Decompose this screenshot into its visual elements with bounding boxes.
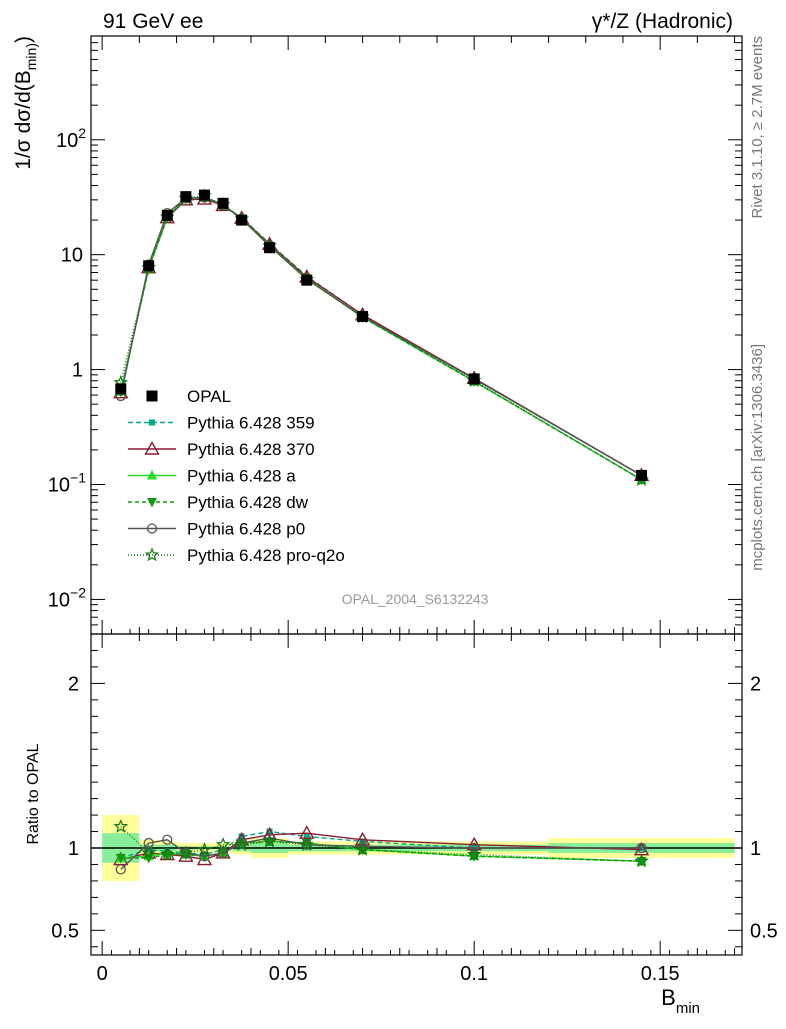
legend-label: Pythia 6.428 a xyxy=(187,467,296,486)
legend-marker xyxy=(146,390,158,402)
ratio-point-pythia-6-428-359 xyxy=(145,846,152,853)
legend-entry-pythia-6-428-359: Pythia 6.428 359 xyxy=(128,414,315,433)
series-pythia-6-428-p0 xyxy=(115,192,647,481)
ratio-frame xyxy=(90,633,743,956)
legend-marker xyxy=(144,547,160,562)
ratio-point-pythia-6-428-pro-q2o xyxy=(141,845,156,860)
legend-entry-pythia-6-428-pro-q2o: Pythia 6.428 pro-q2o xyxy=(128,546,345,565)
legend-marker xyxy=(146,523,158,534)
y-tick-label-main: 10−2 xyxy=(48,584,86,611)
y-tick-label-main: 102 xyxy=(56,125,86,152)
ratio-point-pythia-6-428-p0 xyxy=(115,864,126,875)
ratio-point-pythia-6-428-pro-q2o xyxy=(634,853,649,868)
x-tick-label: 0.15 xyxy=(641,963,680,985)
ratio-point-pythia-6-428-p0 xyxy=(469,842,480,854)
ratio-point-pythia-6-428-p0 xyxy=(357,841,368,852)
data-point-opal xyxy=(180,191,192,203)
ratio-point-pythia-6-428-pro-q2o xyxy=(178,845,194,860)
data-point-opal xyxy=(143,260,155,272)
legend-label: Pythia 6.428 370 xyxy=(187,440,315,459)
ratio-point-pythia-6-428-pro-q2o xyxy=(466,846,482,861)
legend-entry-pythia-6-428-p0: Pythia 6.428 p0 xyxy=(128,520,305,539)
ratio-point-pythia-6-428-pro-q2o xyxy=(197,841,212,856)
legend-label: OPAL xyxy=(187,387,231,406)
y-tick-label-main: 10 xyxy=(61,245,83,267)
ratio-point-pythia-6-428-p0 xyxy=(636,842,647,854)
header-left: 91 GeV ee xyxy=(103,10,203,33)
ratio-point-pythia-6-428-pro-q2o xyxy=(113,818,129,833)
x-tick-label: 0.05 xyxy=(269,963,308,985)
x-axis-label: Bmin xyxy=(661,985,700,1017)
analysis-watermark: OPAL_2004_S6132243 xyxy=(342,591,489,607)
data-point-opal xyxy=(264,242,276,254)
side-label-rivet: Rivet 3.1.10, ≥ 2.7M events xyxy=(749,36,766,219)
legend-entry-opal: OPAL xyxy=(146,387,231,406)
legend-label: Pythia 6.428 dw xyxy=(187,493,309,512)
series-line-pythia-6-428-a xyxy=(120,196,642,481)
data-point-opal xyxy=(357,310,369,322)
data-point-opal xyxy=(301,274,313,286)
ratio-point-pythia-6-428-pro-q2o xyxy=(262,833,277,848)
legend-marker xyxy=(147,498,157,508)
legend-marker xyxy=(147,470,157,480)
data-point-opal xyxy=(236,214,248,226)
y-tick-label-main: 10−1 xyxy=(48,470,86,497)
legend-marker xyxy=(144,441,160,455)
y-tick-label-ratio-right: 1 xyxy=(750,838,761,860)
header-right: γ*/Z (Hadronic) xyxy=(592,10,733,33)
y-axis-label-main: 1/σ dσ/d(Bmin)) xyxy=(12,36,39,170)
series-opal xyxy=(115,189,648,481)
legend-entry-pythia-6-428-dw: Pythia 6.428 dw xyxy=(128,493,309,512)
series-line-pythia-6-428-pro-q2o xyxy=(120,195,642,481)
legend-label: Pythia 6.428 359 xyxy=(187,414,315,433)
ratio-point-pythia-6-428-p0 xyxy=(162,834,173,845)
ratio-point-pythia-6-428-p0 xyxy=(217,847,229,859)
ratio-line-pythia-6-428-pro-q2o xyxy=(120,826,642,862)
ratio-point-pythia-6-428-359 xyxy=(266,828,273,835)
ratio-point-pythia-6-428-dw xyxy=(199,852,210,862)
data-point-opal xyxy=(115,383,127,395)
ratio-point-pythia-6-428-dw xyxy=(115,853,126,864)
y-tick-label-ratio: 0.5 xyxy=(51,920,79,942)
series-line-pythia-6-428-dw xyxy=(120,196,642,481)
main-frame xyxy=(90,35,743,635)
ratio-point-pythia-6-428-359 xyxy=(303,833,310,840)
legend-entry-pythia-6-428-a: Pythia 6.428 a xyxy=(128,467,296,486)
data-point-opal xyxy=(468,373,480,385)
y-axis-label-ratio: Ratio to OPAL xyxy=(25,743,42,844)
ratio-point-pythia-6-428-dw xyxy=(143,853,154,864)
data-point-opal xyxy=(636,469,648,481)
y-tick-label-ratio: 2 xyxy=(68,673,79,695)
data-point-opal xyxy=(198,189,210,201)
ratio-point-pythia-6-428-pro-q2o xyxy=(160,846,175,861)
data-point-opal xyxy=(217,197,229,209)
ratio-line-pythia-6-428-p0 xyxy=(120,837,642,870)
ratio-series-pythia-6-428-pro-q2o xyxy=(113,818,649,868)
ratio-point-pythia-6-428-p0 xyxy=(264,832,275,844)
y-tick-label-main: 1 xyxy=(72,360,83,382)
data-point-opal xyxy=(161,209,173,221)
legend-entry-pythia-6-428-370: Pythia 6.428 370 xyxy=(128,440,315,459)
ratio-point-pythia-6-428-359 xyxy=(238,833,245,840)
ratio-point-pythia-6-428-pro-q2o xyxy=(234,837,249,851)
ratio-point-pythia-6-428-pro-q2o xyxy=(215,837,231,851)
side-label-mcplots: mcplots.cern.ch [arXiv:1306.3436] xyxy=(749,344,766,571)
legend-marker xyxy=(149,419,155,426)
x-tick-label: 0 xyxy=(97,963,108,985)
y-tick-label-ratio-right: 2 xyxy=(750,673,761,695)
ratio-point-pythia-6-428-pro-q2o xyxy=(299,837,315,851)
legend-label: Pythia 6.428 pro-q2o xyxy=(187,546,345,565)
y-tick-label-ratio: 1 xyxy=(68,838,79,860)
x-tick-label: 0.1 xyxy=(460,963,488,985)
y-tick-label-ratio-right: 0.5 xyxy=(750,920,778,942)
ratio-point-pythia-6-428-pro-q2o xyxy=(355,841,370,856)
legend-label: Pythia 6.428 p0 xyxy=(187,520,305,539)
